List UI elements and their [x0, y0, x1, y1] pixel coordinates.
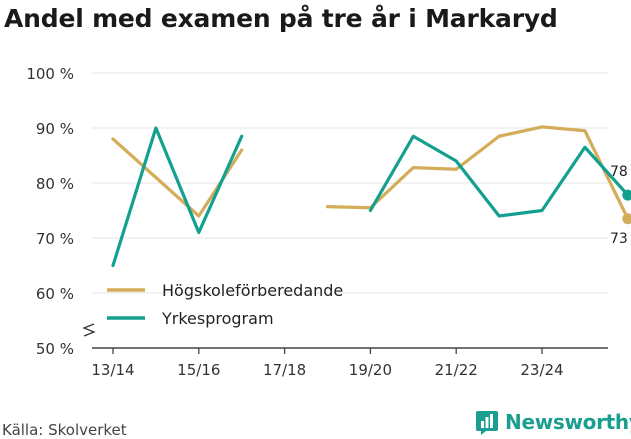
x-tick-label: 13/14 — [91, 361, 134, 379]
x-tick-label: 19/20 — [349, 361, 392, 379]
bar-chart-icon — [476, 411, 498, 435]
y-axis-tick-labels: 50 % 60 % 70 % 80 % 90 % 100 % — [26, 65, 74, 358]
x-tick-label: 17/18 — [263, 361, 306, 379]
y-tick-label: 90 % — [36, 120, 74, 138]
source-note: Källa: Skolverket — [2, 421, 127, 439]
legend-label: Yrkesprogram — [161, 309, 274, 328]
x-tick-label: 21/22 — [435, 361, 478, 379]
brand-name: Newsworthy — [505, 410, 631, 434]
data-label: 78 % — [610, 164, 631, 180]
y-tick-label: 80 % — [36, 175, 74, 193]
x-axis: 13/14 15/16 17/18 19/20 21/22 23/24 — [82, 323, 608, 379]
brand-logo: Newsworthy — [476, 409, 631, 435]
y-tick-label: 100 % — [26, 65, 74, 83]
y-tick-label: 50 % — [36, 340, 74, 358]
end-point-yrkesprogram — [622, 189, 631, 201]
data-labels: 78 % 73 % — [610, 164, 631, 247]
axis-break-icon — [82, 323, 96, 337]
legend-label: Högskoleförberedande — [162, 281, 343, 300]
line-chart: 50 % 60 % 70 % 80 % 90 % 100 % 13/14 15/16 17/1… — [26, 65, 631, 379]
series-line-yrkesprogram — [111, 126, 244, 268]
end-point-högskoleförberedande — [622, 213, 631, 225]
series-lines — [111, 125, 631, 268]
gridlines — [92, 72, 608, 294]
y-tick-label: 60 % — [36, 285, 74, 303]
series-line-yrkesprogram — [368, 134, 630, 218]
data-label: 73 % — [610, 231, 631, 247]
chart-title: Andel med examen på tre år i Markaryd — [4, 4, 558, 33]
y-tick-label: 70 % — [36, 230, 74, 248]
legend: Högskoleförberedande Yrkesprogram — [107, 281, 343, 328]
x-tick-label: 23/24 — [520, 361, 563, 379]
x-tick-label: 15/16 — [177, 361, 220, 379]
